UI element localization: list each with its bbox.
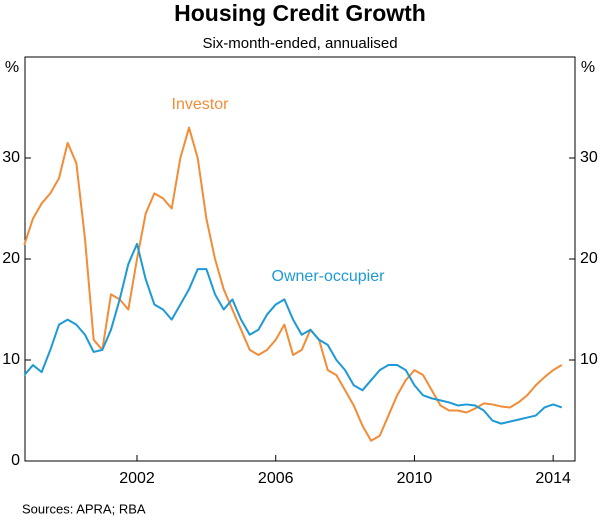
x-tick-label: 2006	[258, 470, 294, 487]
y2-tick-label: 20	[580, 250, 598, 267]
chart-title: Housing Credit Growth	[174, 0, 426, 26]
y-tick-label: 10	[2, 351, 20, 368]
line-series	[23, 242, 563, 425]
x-tick-label: 2010	[397, 470, 433, 487]
annotation: Investor	[172, 96, 230, 113]
y-tick-label: 20	[2, 250, 20, 267]
y2-tick-label: 30	[580, 149, 598, 166]
y-tick-label: 0	[11, 452, 20, 469]
plot-frame	[24, 56, 576, 462]
y-tick-label: 30	[2, 149, 20, 166]
x-tick-label: 2014	[535, 470, 571, 487]
chart-subtitle: Six-month-ended, annualised	[202, 35, 397, 52]
annotation: Owner-occupier	[272, 268, 386, 285]
y2-tick-label: 10	[580, 351, 598, 368]
y2-axis-label: %	[581, 59, 595, 76]
line-series	[23, 126, 563, 442]
y-axis-label: %	[5, 59, 19, 76]
source-note: Sources: APRA; RBA	[22, 501, 146, 516]
x-tick-label: 2002	[119, 470, 155, 487]
